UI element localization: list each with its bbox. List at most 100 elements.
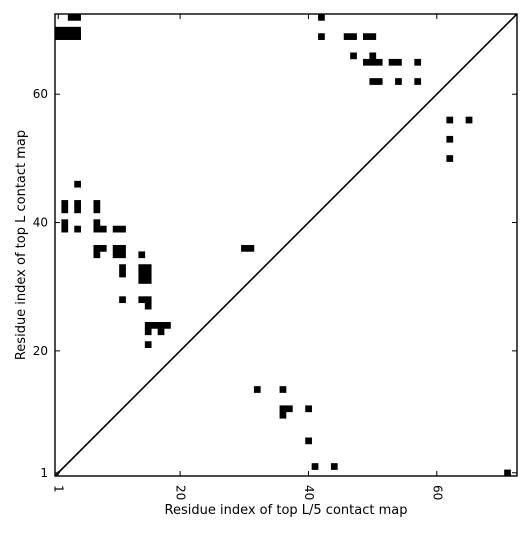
contact-cell-upper (138, 296, 146, 304)
contact-cell-upper (318, 33, 325, 40)
contact-cell-upper (99, 225, 107, 233)
contact-cell-upper (55, 33, 62, 40)
contact-cell-lower (253, 386, 261, 393)
x-tick-label: 40 (302, 485, 316, 500)
contact-cell-upper (164, 322, 171, 329)
contact-cell-upper (363, 58, 370, 66)
contact-cell-upper (93, 200, 101, 207)
contact-cell-upper (138, 277, 146, 284)
contact-cell-upper (119, 296, 126, 304)
plot-frame (54, 13, 518, 477)
contact-cell-upper (144, 328, 152, 336)
contact-cell-upper (375, 78, 383, 85)
contact-cell-upper (241, 245, 248, 252)
x-tick-label: 20 (174, 485, 188, 500)
contact-cell-upper (414, 58, 422, 66)
x-tick-label: 60 (430, 485, 444, 500)
contact-cell-lower (286, 405, 293, 413)
contact-cell-upper (369, 33, 377, 40)
contact-cell-upper (74, 180, 81, 188)
contact-cell-upper (119, 270, 126, 278)
contact-cell-upper (138, 270, 146, 278)
contact-cell-upper (99, 245, 107, 252)
contact-cell-upper (67, 14, 75, 21)
contact-cell-upper (395, 78, 402, 85)
contact-cell-upper (112, 225, 120, 233)
contact-cell-lower (305, 437, 312, 445)
contact-cell-upper (119, 264, 126, 271)
contact-cell-upper (74, 206, 81, 214)
contact-cell-upper (144, 296, 152, 304)
contact-cell-upper (369, 58, 377, 66)
contact-cell-upper (465, 116, 473, 124)
contact-cell-upper (446, 135, 454, 143)
contact-cell-lower (279, 411, 287, 419)
contact-cell-upper (151, 322, 158, 329)
contact-cell-upper (350, 33, 357, 40)
contact-cell-upper (112, 251, 120, 259)
contact-cell-upper (55, 26, 62, 34)
contact-cell-upper (138, 264, 146, 271)
contact-cell-upper (93, 245, 101, 252)
contact-cell-upper (61, 33, 69, 40)
contact-cell-upper (74, 14, 81, 21)
y-tick-label: 20 (33, 344, 48, 358)
diagonal-line (54, 13, 518, 477)
contact-cell-upper (138, 251, 146, 259)
y-tick-label: 60 (33, 87, 48, 101)
contact-cell-upper (119, 245, 126, 252)
contact-cell-upper (119, 251, 126, 259)
contact-cell-upper (61, 206, 69, 214)
axis-ticks: 1 20 40 60 1 20 40 60 (33, 14, 517, 500)
x-tick-label: 1 (52, 485, 66, 493)
contact-cell-upper (93, 219, 101, 227)
contact-cell-upper (247, 245, 255, 252)
y-axis-label: Residue index of top L contact map (14, 130, 29, 360)
contact-cell-upper (350, 52, 357, 60)
contact-cell-upper (343, 33, 351, 40)
contact-cell-upper (157, 322, 165, 329)
contact-cell-upper (144, 322, 152, 329)
contact-cell-lower (305, 405, 312, 413)
contact-cell-upper (74, 225, 81, 233)
contact-cell-upper (144, 270, 152, 278)
contact-cell-upper (93, 225, 101, 233)
y-tick-label: 40 (33, 216, 48, 230)
contact-cell-upper (119, 225, 126, 233)
contact-cell-upper (74, 26, 81, 34)
contact-cell-upper (61, 26, 69, 34)
contact-cell-lower (279, 386, 287, 393)
contact-cell-upper (388, 58, 396, 66)
contact-cell-upper (61, 219, 69, 227)
contact-cell-upper (369, 52, 377, 60)
contact-cell-upper (446, 155, 454, 162)
contact-cell-upper (144, 277, 152, 284)
contact-cell-upper (67, 33, 75, 40)
contact-cell-upper (74, 200, 81, 207)
contact-cell-upper (112, 245, 120, 252)
contact-cell-upper (375, 58, 383, 66)
contact-cell-lower (311, 463, 319, 470)
contact-cell-upper (363, 33, 370, 40)
contact-cell-upper (395, 58, 402, 66)
contact-cell-upper (414, 78, 422, 85)
contact-cell-upper (369, 78, 377, 85)
contact-cell-upper (61, 225, 69, 233)
contact-cell-upper (446, 116, 454, 124)
contact-cell-upper (144, 302, 152, 310)
contact-cell-lower (330, 463, 338, 470)
contact-cell-upper (67, 26, 75, 34)
contact-cell-upper (93, 206, 101, 214)
contact-cell-upper (93, 251, 101, 259)
contact-cell-upper (61, 200, 69, 207)
x-axis-label: Residue index of top L/5 contact map (165, 503, 408, 518)
contact-cell-upper (144, 264, 152, 271)
contact-cell-lower (279, 405, 287, 413)
contact-cell-upper (144, 341, 152, 348)
contact-cell-lower (504, 469, 511, 477)
contact-cells (55, 14, 511, 477)
contact-cell-upper (318, 14, 325, 21)
contact-cell-upper (74, 33, 81, 40)
